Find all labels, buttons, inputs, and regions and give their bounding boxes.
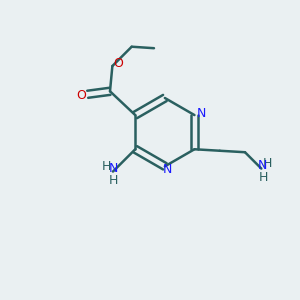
Text: H: H bbox=[102, 160, 111, 173]
Text: O: O bbox=[76, 89, 86, 102]
Text: N: N bbox=[258, 159, 267, 172]
Text: N: N bbox=[163, 164, 172, 176]
Text: H: H bbox=[263, 157, 273, 170]
Text: H: H bbox=[259, 171, 268, 184]
Text: N: N bbox=[108, 162, 118, 175]
Text: H: H bbox=[109, 174, 119, 187]
Text: O: O bbox=[113, 57, 123, 70]
Text: N: N bbox=[196, 107, 206, 120]
